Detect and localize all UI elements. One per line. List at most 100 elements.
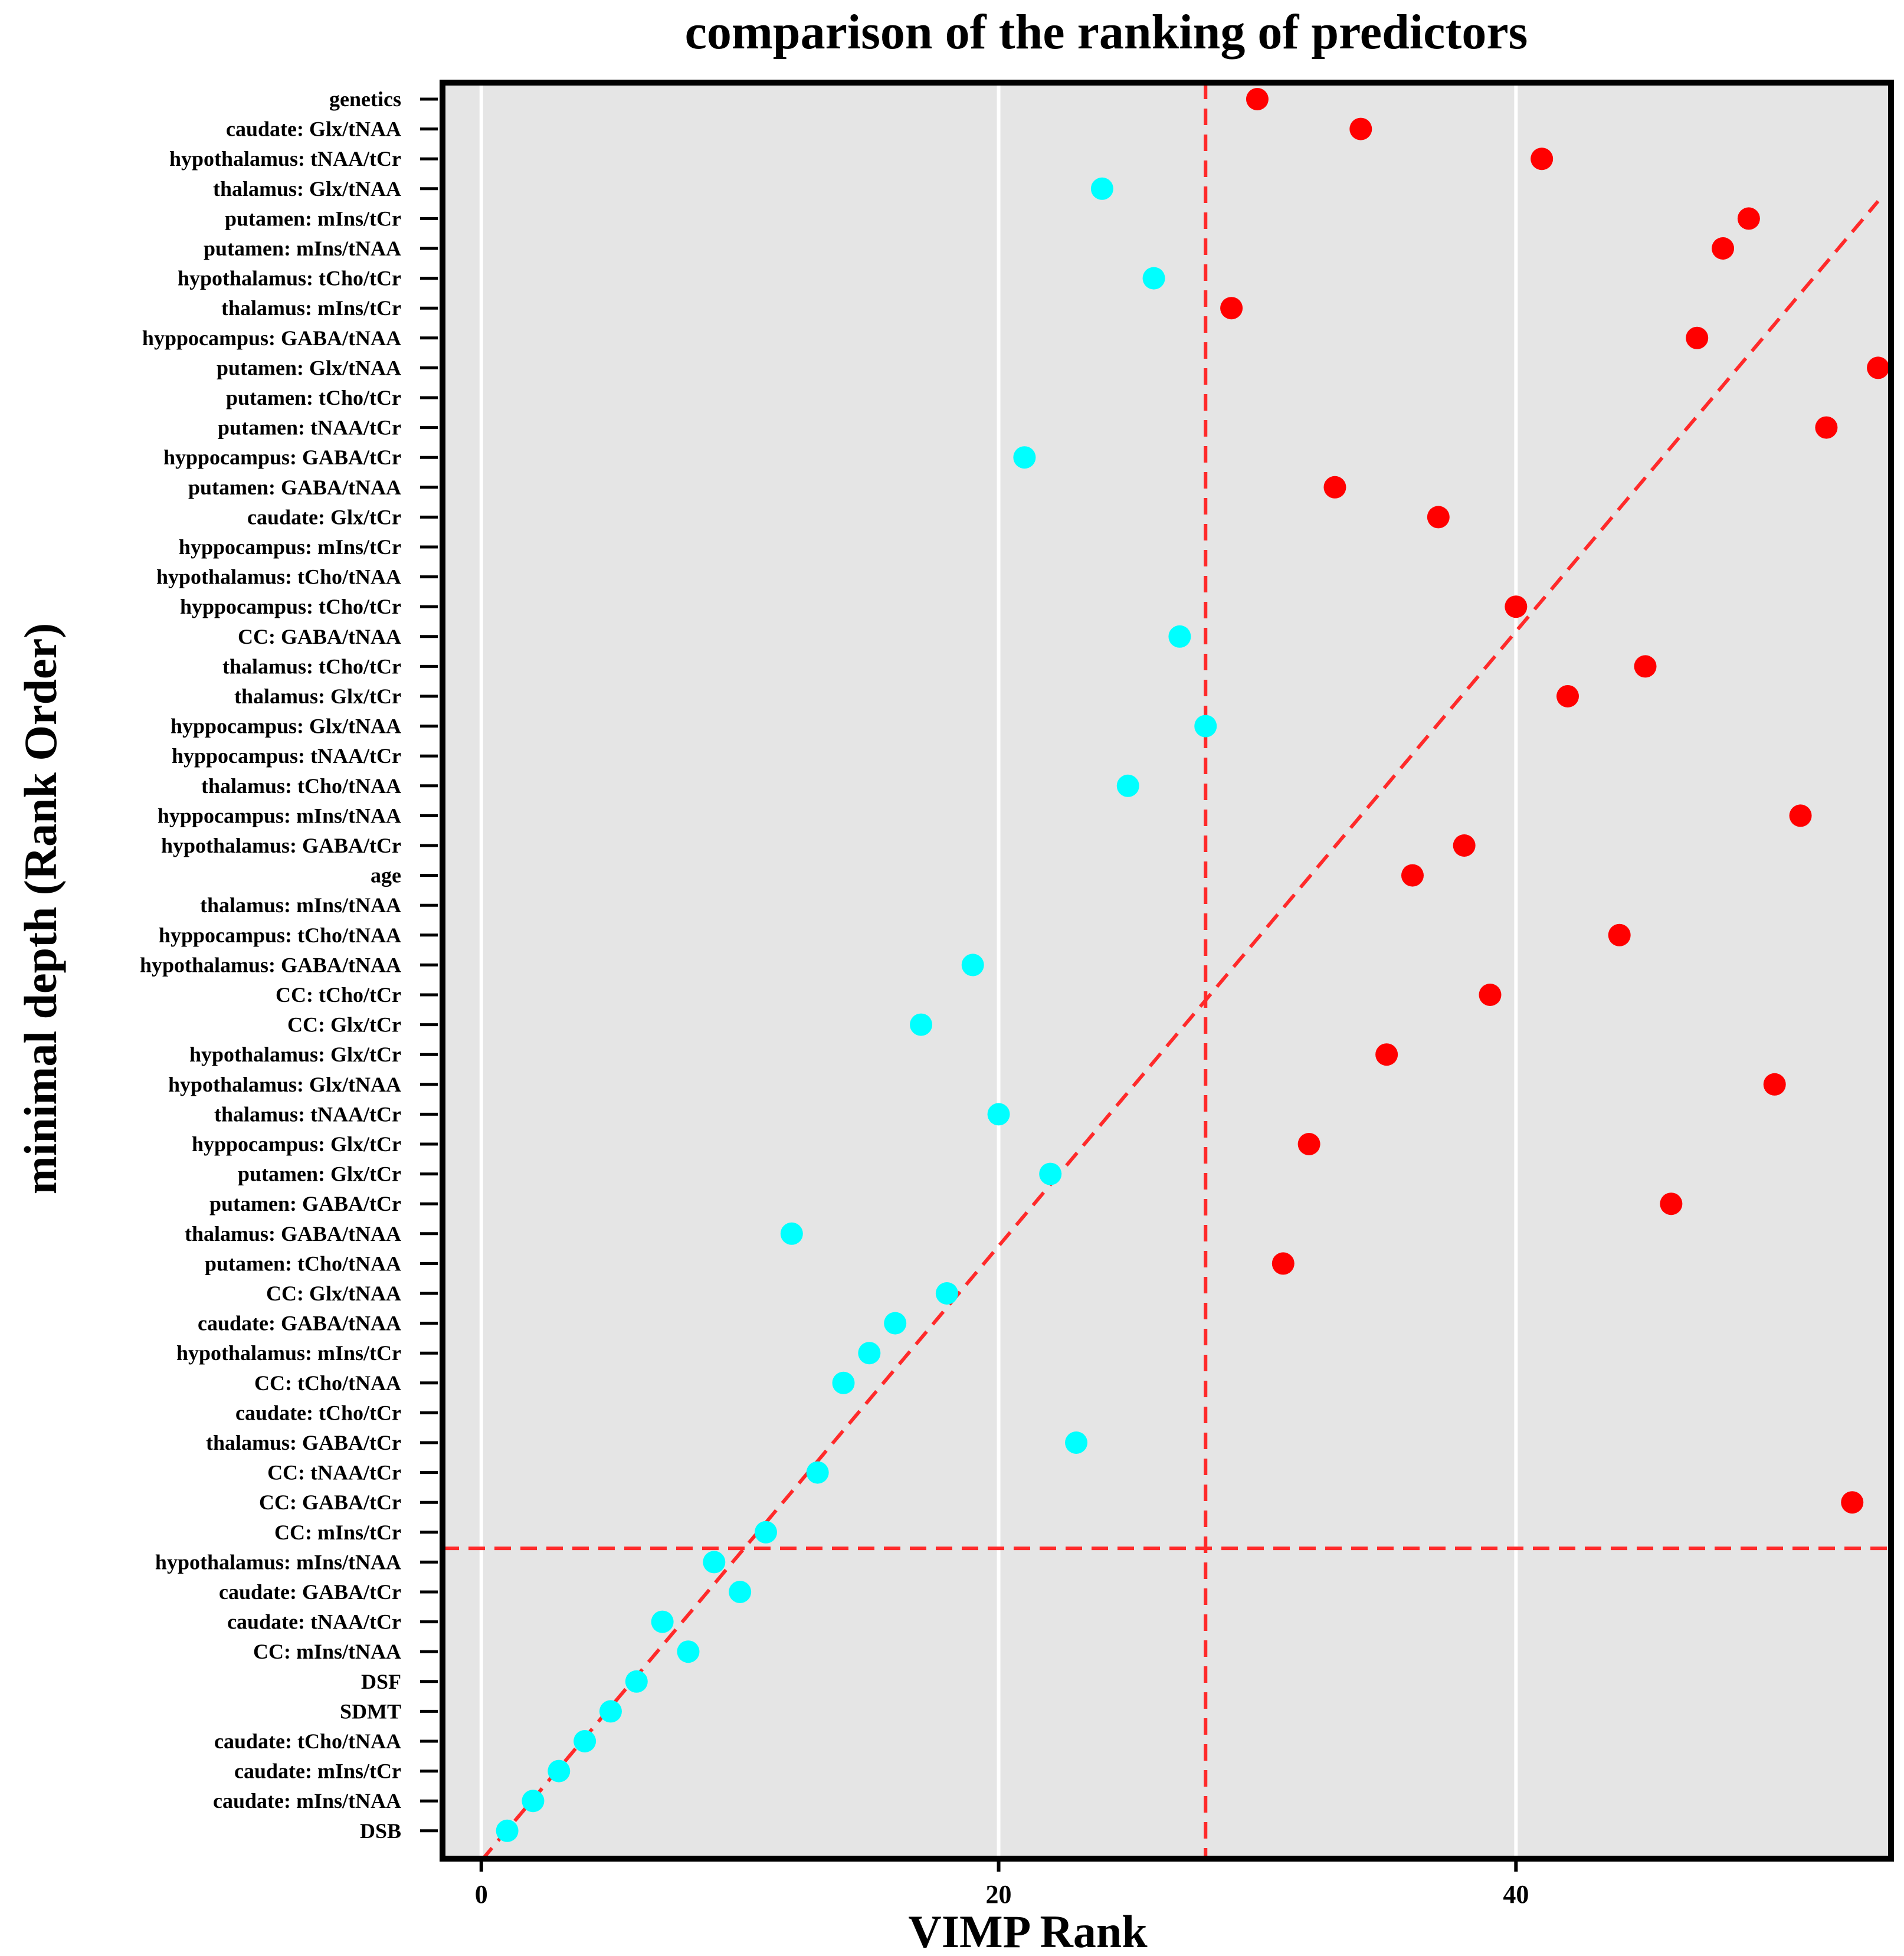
y-tick-label: hypothalamus: GABA/tCr	[161, 834, 401, 857]
point-hypothalamus-tnaa-tcr	[1531, 148, 1554, 171]
plot-panel	[443, 83, 1891, 1859]
point-putamen-glx-tnaa	[1867, 356, 1890, 379]
point-cc-tcho-tcr	[1479, 984, 1502, 1006]
point-putamen-glx-tcr	[1039, 1162, 1062, 1185]
point-cc-glx-tnaa	[935, 1282, 958, 1305]
point-thalamus-tcho-tnaa	[1116, 774, 1139, 797]
y-tick-label: caudate: tCho/tNAA	[214, 1729, 401, 1753]
y-tick-label: hyppocampus: mIns/tCr	[179, 535, 401, 559]
point-hyppocampus-mins-tnaa	[1789, 804, 1812, 827]
point-cc-mins-tcr	[754, 1521, 777, 1544]
y-tick-label: caudate: Glx/tCr	[247, 505, 401, 529]
y-tick-marks	[420, 97, 438, 1833]
y-tick-label: CC: Glx/tCr	[287, 1013, 401, 1037]
point-thalamus-glx-tcr	[1556, 685, 1579, 707]
point-age	[1401, 864, 1424, 887]
y-tick-label: putamen: Glx/tNAA	[217, 356, 401, 379]
point-hyppocampus-glx-tnaa	[1194, 715, 1217, 738]
y-tick-label: age	[371, 864, 401, 887]
y-tick-label: thalamus: tCho/tCr	[222, 654, 401, 678]
point-caudate-mins-tcr	[548, 1760, 571, 1783]
point-hypothalamus-glx-tnaa	[1763, 1073, 1786, 1096]
point-caudate-mins-tnaa	[522, 1790, 545, 1813]
diagonal-reference-line	[480, 200, 1880, 1862]
point-hyppocampus-gaba-tnaa	[1686, 326, 1709, 349]
y-tick-label: CC: tCho/tNAA	[254, 1371, 401, 1395]
y-tick-label: caudate: Glx/tNAA	[226, 117, 401, 141]
point-thalamus-glx-tnaa	[1090, 177, 1113, 200]
y-tick-label: hypothalamus: tCho/tNAA	[156, 565, 401, 589]
point-hypothalamus-mins-tcr	[858, 1342, 881, 1365]
y-tick-label: thalamus: tCho/tNAA	[201, 774, 401, 798]
point-cc-tcho-tnaa	[832, 1371, 855, 1394]
point-cc-glx-tcr	[910, 1013, 933, 1036]
x-tick-label-20: 20	[986, 1880, 1012, 1909]
y-tick-label: hypothalamus: tNAA/tCr	[169, 147, 401, 171]
point-hyppocampus-glx-tcr	[1297, 1133, 1320, 1155]
point-cc-mins-tnaa	[677, 1640, 700, 1663]
point-cc-tnaa-tcr	[806, 1461, 829, 1484]
x-ticks: 0 20 40	[475, 1859, 1529, 1909]
point-caudate-tcho-tnaa	[574, 1730, 597, 1752]
y-tick-label: CC: mIns/tCr	[274, 1521, 401, 1544]
point-thalamus-tcho-tcr	[1634, 655, 1657, 678]
y-tick-label: thalamus: Glx/tCr	[234, 684, 401, 708]
y-tick-label: SDMT	[340, 1699, 401, 1723]
point-caudate-tnaa-tcr	[651, 1610, 674, 1633]
y-tick-label: DSF	[361, 1670, 401, 1693]
point-thalamus-gaba-tnaa	[780, 1222, 803, 1245]
y-tick-label: thalamus: mIns/tCr	[221, 296, 401, 320]
point-thalamus-mins-tcr	[1220, 297, 1243, 320]
y-tick-label: caudate: tNAA/tCr	[227, 1610, 401, 1634]
y-tick-label: hypothalamus: mIns/tNAA	[155, 1550, 401, 1574]
point-putamen-tcho-tnaa	[1271, 1252, 1295, 1275]
x-axis-title: VIMP Rank	[908, 1906, 1148, 1956]
y-tick-label: hyppocampus: GABA/tCr	[163, 445, 401, 469]
y-tick-label: putamen: Glx/tCr	[238, 1162, 401, 1186]
y-tick-label: hyppocampus: GABA/tNAA	[142, 326, 401, 350]
point-caudate-glx-tcr	[1427, 506, 1450, 529]
y-tick-label: putamen: mIns/tNAA	[204, 237, 401, 260]
y-tick-label: hypothalamus: mIns/tCr	[176, 1341, 401, 1365]
y-tick-label: CC: GABA/tCr	[259, 1490, 401, 1514]
y-tick-label: CC: mIns/tNAA	[253, 1640, 401, 1663]
y-tick-label: DSB	[360, 1819, 401, 1843]
y-tick-label: putamen: GABA/tCr	[209, 1192, 401, 1215]
y-tick-label: putamen: GABA/tNAA	[188, 476, 401, 499]
point-hypothalamus-mins-tnaa	[703, 1551, 726, 1574]
point-putamen-gaba-tcr	[1660, 1192, 1683, 1215]
point-thalamus-tnaa-tcr	[987, 1103, 1010, 1126]
y-tick-label: thalamus: GABA/tNAA	[185, 1222, 401, 1246]
x-tick-label-0: 0	[475, 1880, 488, 1909]
point-hyppocampus-tcho-tnaa	[1608, 923, 1631, 946]
point-genetics	[1246, 88, 1269, 110]
y-tick-label: caudate: GABA/tNAA	[198, 1312, 401, 1335]
point-putamen-mins-tnaa	[1712, 237, 1735, 260]
y-tick-label: hypothalamus: tCho/tCr	[178, 267, 401, 290]
y-tick-labels: genetics caudate: Glx/tNAA hypothalamus: t…	[140, 87, 401, 1843]
y-tick-label: genetics	[329, 87, 401, 111]
chart-title: comparison of the ranking of predictors	[685, 5, 1528, 60]
y-tick-label: hyppocampus: Glx/tNAA	[171, 715, 401, 738]
y-tick-label: hypothalamus: Glx/tCr	[189, 1043, 401, 1066]
y-tick-label: thalamus: tNAA/tCr	[214, 1102, 401, 1126]
y-tick-label: caudate: mIns/tCr	[234, 1760, 401, 1783]
plot-frame	[440, 80, 1894, 1862]
point-hypothalamus-gaba-tcr	[1453, 834, 1476, 857]
gridlines	[479, 83, 1518, 1859]
point-cc-gaba-tnaa	[1168, 625, 1191, 648]
y-tick-label: CC: Glx/tNAA	[266, 1282, 401, 1305]
y-axis-title: minimal depth (Rank Order)	[15, 623, 66, 1195]
y-tick-label: hyppocampus: tNAA/tCr	[172, 744, 401, 768]
y-tick-label: thalamus: GABA/tCr	[206, 1431, 401, 1454]
y-tick-label: putamen: mIns/tCr	[225, 207, 401, 230]
y-tick-label: hyppocampus: mIns/tNAA	[158, 804, 401, 827]
y-tick-label: caudate: mIns/tNAA	[213, 1789, 401, 1813]
y-tick-label: thalamus: Glx/tNAA	[213, 177, 401, 201]
reference-lines	[443, 83, 1891, 1862]
point-caudate-glx-tnaa	[1349, 117, 1372, 140]
y-tick-label: hypothalamus: GABA/tNAA	[140, 953, 401, 977]
point-dsb	[496, 1819, 519, 1842]
y-tick-label: putamen: tCho/tNAA	[205, 1251, 401, 1275]
